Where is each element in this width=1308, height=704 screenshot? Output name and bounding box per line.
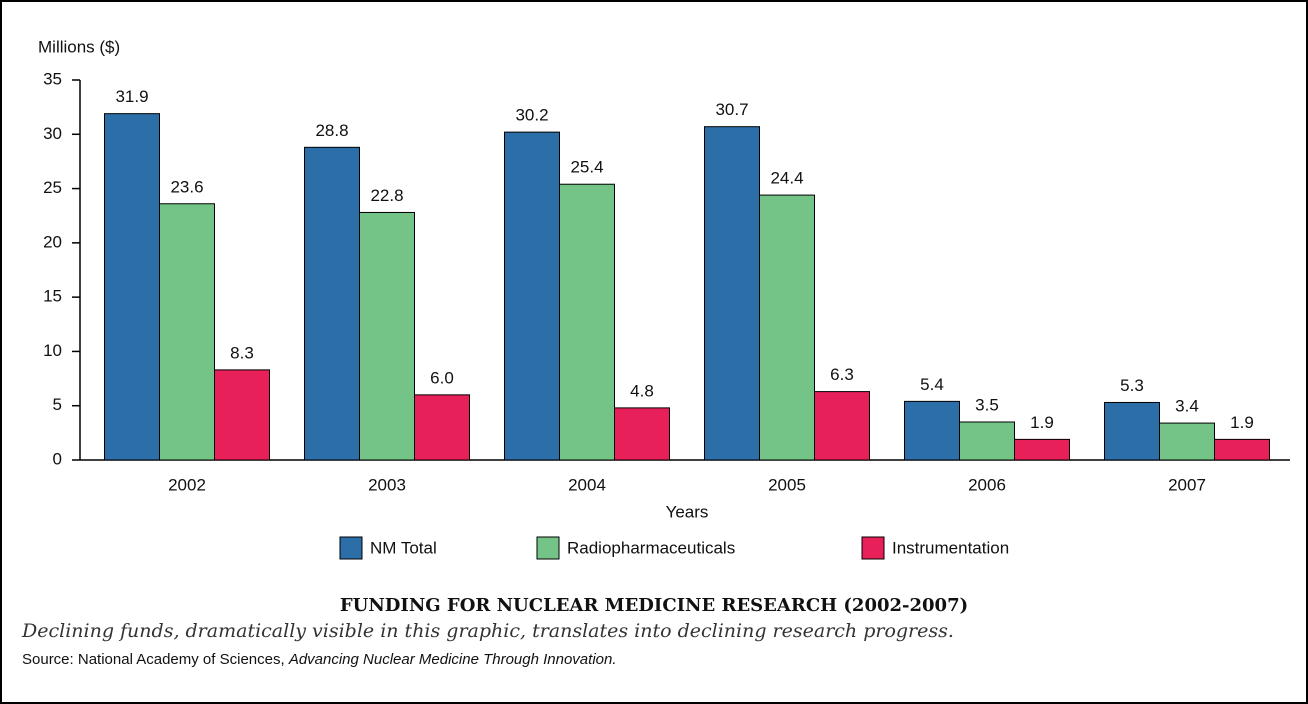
y-tick-label: 20 <box>43 232 62 251</box>
bar <box>1214 438 1270 461</box>
source: Source: National Academy of Sciences, Ad… <box>22 651 617 668</box>
data-label: 24.4 <box>770 169 803 188</box>
data-label: 23.6 <box>170 177 203 196</box>
data-label: 5.4 <box>920 375 944 394</box>
caption: Declining funds, dramatically visible in… <box>21 620 954 642</box>
bar <box>414 394 470 461</box>
data-label: 31.9 <box>115 87 148 106</box>
bar <box>959 421 1015 461</box>
bar <box>814 391 870 461</box>
chart-title: FUNDING FOR NUCLEAR MEDICINE RESEARCH (2… <box>340 595 968 616</box>
source-title: Advancing Nuclear Medicine Through Innov… <box>288 651 617 668</box>
data-label: 5.3 <box>1120 376 1144 395</box>
data-label: 8.3 <box>230 343 254 362</box>
data-label: 6.0 <box>430 368 454 387</box>
data-label: 1.9 <box>1230 413 1254 432</box>
data-label: 4.8 <box>630 381 654 400</box>
bar <box>614 407 670 461</box>
y-axis-label: Millions ($) <box>38 37 120 56</box>
x-tick-label: 2005 <box>768 475 806 494</box>
data-label: 3.5 <box>975 395 999 414</box>
bar <box>504 131 560 461</box>
x-tick-label: 2003 <box>368 475 406 494</box>
data-label: 22.8 <box>370 186 403 205</box>
bar <box>1104 401 1160 461</box>
legend-label: Instrumentation <box>892 538 1009 557</box>
y-tick-label: 25 <box>43 178 62 197</box>
bar <box>304 146 360 461</box>
data-label: 6.3 <box>830 365 854 384</box>
source-text: Source: National Academy of Sciences, <box>22 651 289 668</box>
legend-label: Radiopharmaceuticals <box>567 538 735 557</box>
legend-swatch <box>339 536 363 560</box>
x-tick-label: 2004 <box>568 475 606 494</box>
y-tick-label: 35 <box>43 69 62 88</box>
data-label: 28.8 <box>315 121 348 140</box>
y-tick-label: 30 <box>43 124 62 143</box>
y-tick-label: 15 <box>43 287 62 306</box>
bar <box>359 211 415 461</box>
data-label: 30.7 <box>715 100 748 119</box>
legend-swatch <box>861 536 885 560</box>
x-tick-label: 2007 <box>1168 475 1206 494</box>
bar <box>1014 438 1070 461</box>
bar <box>759 194 815 461</box>
x-axis-label: Years <box>666 502 709 521</box>
data-label: 3.4 <box>1175 397 1199 416</box>
x-tick-label: 2006 <box>968 475 1006 494</box>
y-tick-label: 0 <box>53 449 62 468</box>
y-tick-label: 5 <box>53 395 62 414</box>
bar <box>1159 422 1215 461</box>
legend-swatch <box>536 536 560 560</box>
legend-label: NM Total <box>370 538 437 557</box>
data-label: 30.2 <box>515 106 548 125</box>
data-label: 1.9 <box>1030 413 1054 432</box>
bar <box>904 400 960 461</box>
x-tick-label: 2002 <box>168 475 206 494</box>
bar <box>214 369 270 461</box>
y-tick-label: 10 <box>43 341 62 360</box>
data-label: 25.4 <box>570 158 603 177</box>
bar <box>159 203 215 461</box>
bar <box>704 126 760 461</box>
bar <box>104 113 160 461</box>
bar <box>559 183 615 461</box>
